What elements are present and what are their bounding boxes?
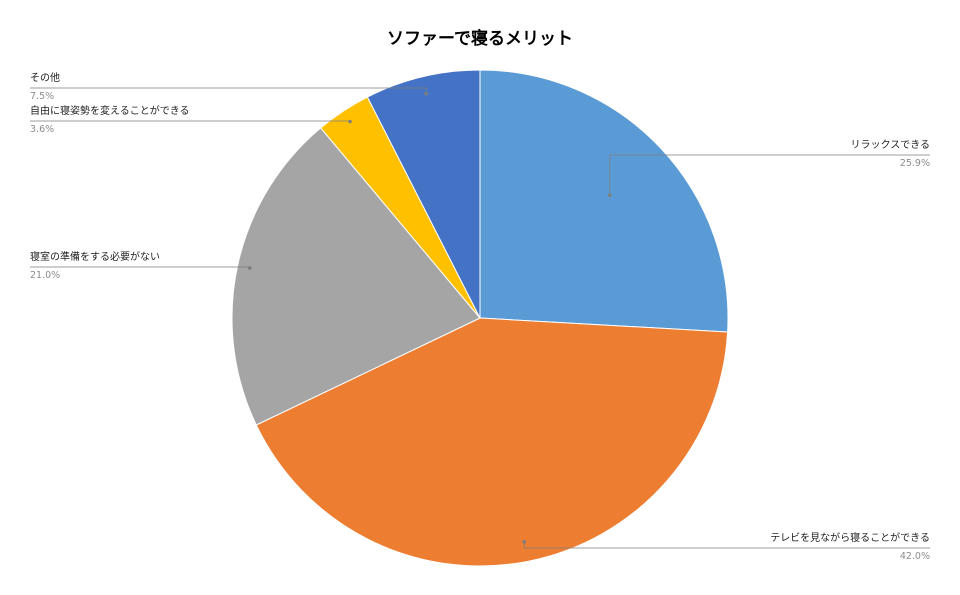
slice-percent: 42.0% xyxy=(900,551,930,562)
pie-slice xyxy=(366,69,481,319)
pie-slice xyxy=(479,69,729,333)
leader-line xyxy=(30,87,427,94)
leader-line xyxy=(609,154,930,196)
chart-title: ソファーで寝るメリット xyxy=(387,28,573,49)
leader-line xyxy=(30,120,351,122)
slice-label: リラックスできる xyxy=(851,139,931,151)
slice-label: 自由に寝姿勢を変えることができる xyxy=(30,104,190,117)
slice-label: 寝室の準備をする必要がない xyxy=(30,250,160,263)
slice-label: テレビを見ながら寝ることができる xyxy=(770,531,930,544)
pie-slice xyxy=(231,127,481,426)
slice-labels: リラックスできる 25.9% テレビを見ながら寝ることができる 42.0% 寝室の準備を… xyxy=(30,71,930,562)
leader-line xyxy=(523,541,930,549)
pie-slices xyxy=(231,69,729,567)
leader-line xyxy=(30,266,251,269)
pie-slice xyxy=(255,317,729,567)
slice-percent: 25.9% xyxy=(900,158,930,169)
slice-percent: 21.0% xyxy=(30,270,60,281)
slice-percent: 3.6% xyxy=(30,124,54,135)
slice-percent: 7.5% xyxy=(30,91,54,102)
slice-label: その他 xyxy=(30,71,60,84)
